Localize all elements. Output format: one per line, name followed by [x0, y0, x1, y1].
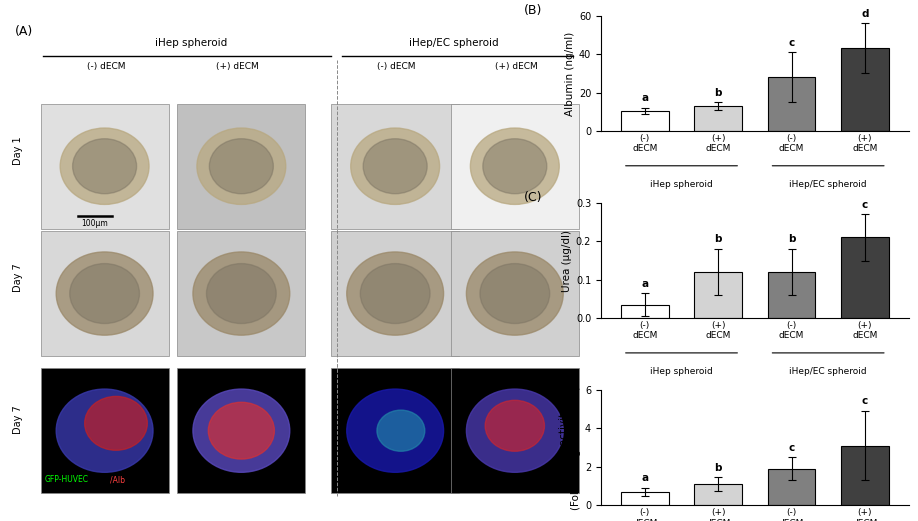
Bar: [767, 77, 815, 131]
Text: c: c: [862, 396, 868, 406]
Text: a: a: [642, 279, 648, 289]
Bar: [177, 104, 306, 229]
Bar: [767, 469, 815, 505]
Bar: [841, 48, 889, 131]
Bar: [331, 231, 459, 356]
Bar: [40, 104, 169, 229]
Text: (B): (B): [524, 4, 543, 17]
Circle shape: [347, 389, 443, 473]
Text: (+) dECM: (+) dECM: [495, 61, 538, 70]
Text: iHep/EC spheroid: iHep/EC spheroid: [789, 367, 867, 376]
Text: (-) dECM: (-) dECM: [87, 61, 125, 70]
Y-axis label: Cyp1A2 activity
(Fold change to control): Cyp1A2 activity (Fold change to control): [559, 386, 581, 510]
Circle shape: [56, 252, 153, 335]
Text: c: c: [789, 38, 795, 47]
Y-axis label: Urea (μg/dl): Urea (μg/dl): [562, 229, 572, 292]
Circle shape: [73, 139, 137, 194]
Bar: [694, 106, 742, 131]
Circle shape: [377, 410, 425, 451]
Circle shape: [480, 264, 550, 324]
Text: (A): (A): [15, 26, 33, 39]
Circle shape: [486, 400, 544, 451]
Circle shape: [351, 128, 440, 204]
Bar: [451, 104, 579, 229]
Bar: [40, 231, 169, 356]
Bar: [451, 231, 579, 356]
Text: Day 7: Day 7: [13, 263, 23, 292]
Bar: [621, 492, 668, 505]
Text: (-) dECM: (-) dECM: [377, 61, 416, 70]
Text: iHep spheroid: iHep spheroid: [650, 180, 713, 189]
Bar: [621, 305, 668, 318]
Circle shape: [364, 139, 427, 194]
Circle shape: [193, 389, 290, 473]
Text: a: a: [642, 93, 648, 103]
Circle shape: [70, 264, 140, 324]
Text: iHep/EC spheroid: iHep/EC spheroid: [409, 38, 498, 47]
Text: iHep/EC spheroid: iHep/EC spheroid: [789, 180, 867, 189]
Bar: [767, 272, 815, 318]
Text: b: b: [714, 463, 722, 473]
Bar: [694, 272, 742, 318]
Text: d: d: [861, 9, 868, 19]
Circle shape: [470, 128, 559, 204]
Bar: [40, 368, 169, 493]
Text: b: b: [714, 234, 722, 244]
Text: Day 1: Day 1: [13, 136, 23, 165]
Circle shape: [193, 252, 290, 335]
Circle shape: [208, 402, 274, 459]
Circle shape: [483, 139, 547, 194]
Text: b: b: [714, 88, 722, 97]
Text: (C): (C): [524, 191, 543, 204]
Text: (+) dECM: (+) dECM: [216, 61, 259, 70]
Bar: [451, 368, 579, 493]
Text: 100μm: 100μm: [82, 219, 108, 228]
Circle shape: [347, 252, 443, 335]
Bar: [177, 231, 306, 356]
Circle shape: [466, 252, 564, 335]
Circle shape: [207, 264, 276, 324]
Text: a: a: [642, 474, 648, 483]
Bar: [621, 111, 668, 131]
Circle shape: [61, 128, 149, 204]
Circle shape: [360, 264, 430, 324]
Circle shape: [196, 128, 285, 204]
Bar: [177, 368, 306, 493]
Circle shape: [56, 389, 153, 473]
Text: c: c: [862, 200, 868, 209]
Circle shape: [466, 389, 564, 473]
Bar: [841, 238, 889, 318]
Bar: [841, 445, 889, 505]
Text: (D): (D): [524, 378, 543, 391]
Text: GFP-HUVEC: GFP-HUVEC: [44, 475, 88, 485]
Bar: [331, 104, 459, 229]
Text: b: b: [788, 234, 795, 244]
Text: iHep spheroid: iHep spheroid: [155, 38, 228, 47]
Y-axis label: Albumin (ng/ml): Albumin (ng/ml): [565, 31, 575, 116]
Text: c: c: [789, 443, 795, 453]
Bar: [331, 368, 459, 493]
Text: iHep spheroid: iHep spheroid: [650, 367, 713, 376]
Bar: [694, 484, 742, 505]
Text: Day 7: Day 7: [13, 405, 23, 434]
Circle shape: [209, 139, 274, 194]
Circle shape: [84, 396, 148, 450]
Text: /Alb: /Alb: [110, 475, 125, 485]
